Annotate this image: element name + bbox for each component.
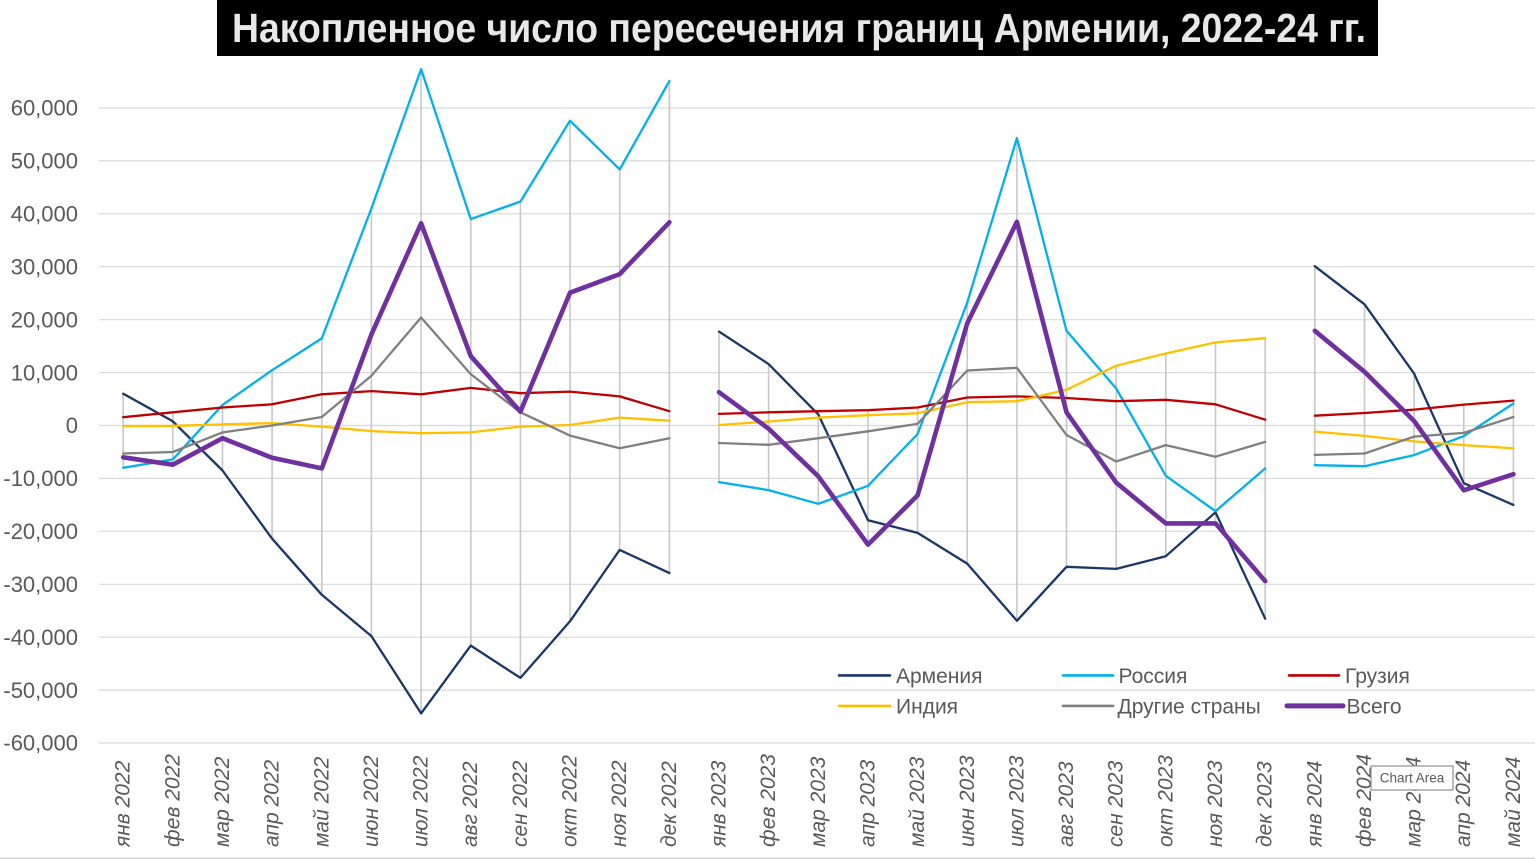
svg-text:-10,000: -10,000 [3, 466, 78, 491]
svg-text:Всего: Всего [1347, 696, 1402, 719]
svg-text:июл 2022: июл 2022 [410, 755, 433, 847]
svg-text:июн 2023: июн 2023 [956, 755, 979, 847]
svg-text:40,000: 40,000 [11, 202, 78, 227]
svg-text:-30,000: -30,000 [3, 572, 78, 597]
svg-text:50,000: 50,000 [11, 149, 78, 174]
svg-text:Другие страны: Другие страны [1118, 696, 1261, 719]
svg-text:Накопленное число пересечения: Накопленное число пересечения границ Арм… [232, 5, 1366, 51]
svg-text:янв 2023: янв 2023 [708, 760, 731, 848]
svg-text:-20,000: -20,000 [3, 519, 78, 544]
svg-text:0: 0 [66, 413, 78, 438]
svg-text:июл 2023: июл 2023 [1005, 755, 1028, 847]
svg-text:сен 2022: сен 2022 [509, 760, 532, 847]
svg-text:дек 2023: дек 2023 [1254, 761, 1277, 847]
svg-text:Грузия: Грузия [1345, 665, 1410, 688]
svg-text:-60,000: -60,000 [3, 731, 78, 756]
svg-text:мар 2023: мар 2023 [807, 756, 830, 847]
svg-text:фев 2022: фев 2022 [161, 754, 184, 847]
svg-text:июн 2022: июн 2022 [360, 755, 383, 847]
svg-text:фев 2024: фев 2024 [1353, 754, 1376, 847]
svg-text:Chart Area: Chart Area [1380, 771, 1445, 786]
svg-text:авг 2022: авг 2022 [459, 761, 482, 847]
svg-text:май 2022: май 2022 [310, 756, 333, 847]
svg-text:мар 2022: мар 2022 [211, 756, 234, 847]
svg-text:30,000: 30,000 [11, 254, 78, 279]
svg-text:дек 2022: дек 2022 [658, 761, 681, 847]
svg-text:ноя 2023: ноя 2023 [1204, 760, 1227, 847]
svg-text:10,000: 10,000 [11, 360, 78, 385]
svg-text:фев 2023: фев 2023 [757, 754, 780, 847]
svg-text:сен 2023: сен 2023 [1105, 760, 1128, 847]
svg-text:янв 2024: янв 2024 [1303, 761, 1326, 848]
svg-text:май 2024: май 2024 [1502, 757, 1525, 847]
svg-text:ноя 2022: ноя 2022 [608, 760, 631, 847]
svg-text:-40,000: -40,000 [3, 625, 78, 650]
svg-text:апр 2022: апр 2022 [261, 759, 284, 847]
svg-text:янв 2022: янв 2022 [112, 760, 135, 848]
svg-text:Индия: Индия [896, 696, 958, 719]
svg-text:окт 2022: окт 2022 [559, 755, 582, 847]
svg-text:-50,000: -50,000 [3, 678, 78, 703]
svg-text:апр 2023: апр 2023 [857, 759, 880, 847]
svg-text:20,000: 20,000 [11, 307, 78, 332]
svg-text:авг 2023: авг 2023 [1055, 761, 1078, 847]
svg-text:май 2023: май 2023 [906, 756, 929, 847]
svg-text:Россия: Россия [1119, 665, 1188, 688]
svg-text:окт 2023: окт 2023 [1154, 755, 1177, 847]
svg-text:60,000: 60,000 [11, 96, 78, 121]
svg-text:Армения: Армения [896, 665, 983, 688]
svg-text:апр 2024: апр 2024 [1452, 760, 1475, 847]
